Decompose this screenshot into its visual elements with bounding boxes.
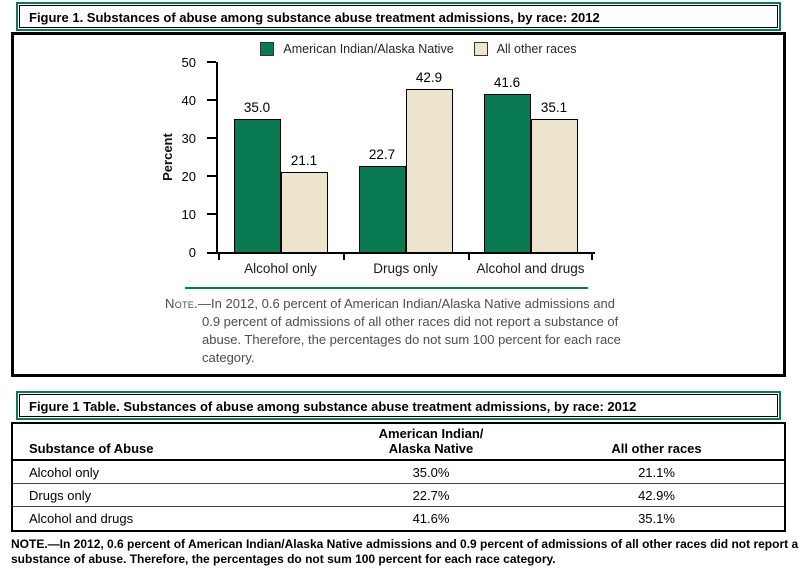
y-tick-label: 0 — [188, 245, 196, 260]
x-axis-line — [216, 252, 595, 254]
chart-panel: American Indian/Alaska Native All other r… — [11, 32, 786, 377]
column-header: American Indian/ Alaska Native — [333, 424, 529, 461]
divider-rule — [185, 287, 588, 289]
data-table: Substance of Abuse American Indian/ Alask… — [13, 424, 784, 529]
chart-legend: American Indian/Alaska Native All other r… — [54, 42, 783, 56]
row-label: Alcohol and drugs — [29, 510, 134, 526]
y-axis-line — [216, 62, 218, 254]
bar: 22.7 — [358, 148, 406, 252]
bar-value-label: 22.7 — [368, 147, 396, 162]
legend-label: American Indian/Alaska Native — [283, 42, 454, 56]
column-header: All other races — [529, 424, 784, 461]
y-tick-label: 40 — [181, 93, 196, 108]
row-label: Alcohol only — [13, 460, 333, 484]
y-tick-label: 10 — [181, 207, 196, 222]
column-header: Substance of Abuse — [13, 424, 333, 461]
y-tick — [207, 213, 216, 215]
bar: 21.1 — [280, 154, 328, 252]
row-label: Drugs only — [13, 483, 333, 507]
y-tick-label: 20 — [181, 169, 196, 184]
row-value: 41.6% — [412, 510, 450, 526]
bar-value-label: 35.0 — [243, 100, 271, 115]
y-tick — [207, 137, 216, 139]
table-row: Alcohol and drugs 41.6% 35.1% — [13, 507, 784, 530]
table-title-box: Figure 1 Table. Substances of abuse amon… — [16, 391, 781, 420]
table-row: Alcohol only 35.0% 21.1% — [13, 460, 784, 484]
y-tick — [207, 61, 216, 63]
legend-item: American Indian/Alaska Native — [260, 42, 454, 56]
row-value: 35.0% — [333, 460, 529, 484]
x-tick — [218, 252, 220, 260]
y-tick — [207, 175, 216, 177]
row-value: 42.9% — [529, 483, 784, 507]
x-tick — [591, 252, 593, 260]
bar: 35.0 — [233, 101, 281, 252]
figure-title-box: Figure 1. Substances of abuse among subs… — [16, 2, 781, 31]
bar: 42.9 — [405, 71, 453, 252]
legend-label: All other races — [496, 42, 577, 56]
legend-swatch-icon — [473, 42, 488, 56]
category-label: Alcohol and drugs — [476, 261, 585, 276]
bar: 35.1 — [530, 101, 578, 252]
bar-group: 35.0 21.1 — [218, 62, 343, 252]
table-row: Drugs only 22.7% 42.9% — [13, 483, 784, 507]
figure-note-prefix: Note. — [165, 296, 199, 311]
category-label: Alcohol only — [244, 261, 317, 276]
figure-note: Note.—In 2012, 0.6 percent of American I… — [165, 295, 622, 367]
bar-group: 41.6 35.1 — [468, 62, 593, 252]
table-header-row: Substance of Abuse American Indian/ Alask… — [13, 424, 784, 461]
row-value: 22.7% — [333, 483, 529, 507]
figure-title: Figure 1. Substances of abuse among subs… — [19, 5, 778, 28]
x-tick — [468, 252, 470, 260]
legend-item: All other races — [473, 42, 577, 56]
table-title: Figure 1 Table. Substances of abuse amon… — [19, 394, 778, 417]
y-tick-label: 30 — [181, 131, 196, 146]
row-value: 21.1% — [529, 460, 784, 484]
figure-note-body: —In 2012, 0.6 percent of American Indian… — [198, 296, 621, 365]
bar-value-label: 35.1 — [540, 100, 568, 115]
x-tick — [343, 252, 345, 260]
bar-value-label: 42.9 — [415, 70, 443, 85]
bar-group: 22.7 42.9 — [343, 62, 468, 252]
y-axis-title: Percent — [160, 133, 175, 181]
bar-value-label: 21.1 — [290, 153, 318, 168]
bar: 41.6 — [483, 76, 531, 252]
legend-swatch-icon — [260, 42, 275, 56]
y-tick-label: 50 — [181, 55, 196, 70]
y-tick — [207, 252, 216, 254]
category-label: Drugs only — [373, 261, 438, 276]
bar-value-label: 41.6 — [493, 75, 521, 90]
y-tick — [207, 99, 216, 101]
table-note: NOTE.—In 2012, 0.6 percent of American I… — [11, 537, 799, 566]
data-table-panel: Substance of Abuse American Indian/ Alask… — [11, 422, 786, 532]
row-value: 35.1% — [638, 510, 675, 526]
